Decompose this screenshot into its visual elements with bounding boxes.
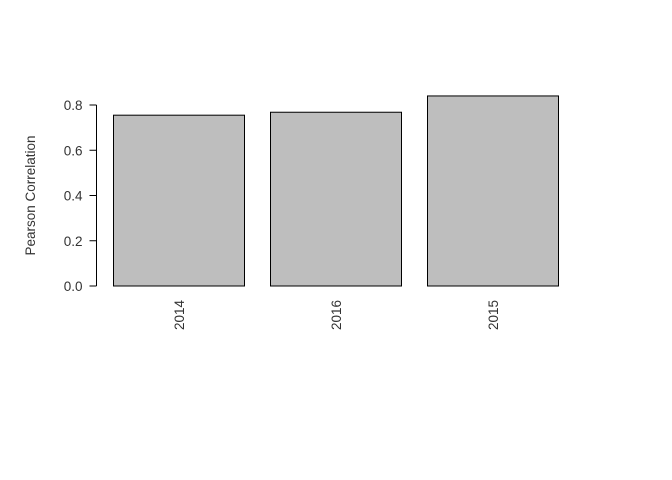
- y-tick-label: 0.6: [64, 143, 83, 158]
- bars-group: [113, 95, 559, 287]
- y-tick-label: 0.8: [64, 98, 83, 113]
- bar-2015: [427, 95, 559, 287]
- y-tick-label: 0.0: [64, 279, 83, 294]
- bar-2016: [270, 111, 402, 287]
- bar-2014: [113, 114, 245, 287]
- y-axis: 0.0 0.2 0.4 0.6 0.8: [64, 98, 97, 294]
- x-tick-label-2015: 2015: [486, 300, 501, 330]
- y-tick-label: 0.4: [64, 189, 83, 204]
- x-tick-labels: 2014 2016 2015: [172, 300, 501, 331]
- x-tick-label-2014: 2014: [172, 300, 187, 331]
- x-tick-label-2016: 2016: [329, 300, 344, 330]
- y-tick-label: 0.2: [64, 234, 83, 249]
- y-axis-label: Pearson Correlation: [23, 135, 38, 255]
